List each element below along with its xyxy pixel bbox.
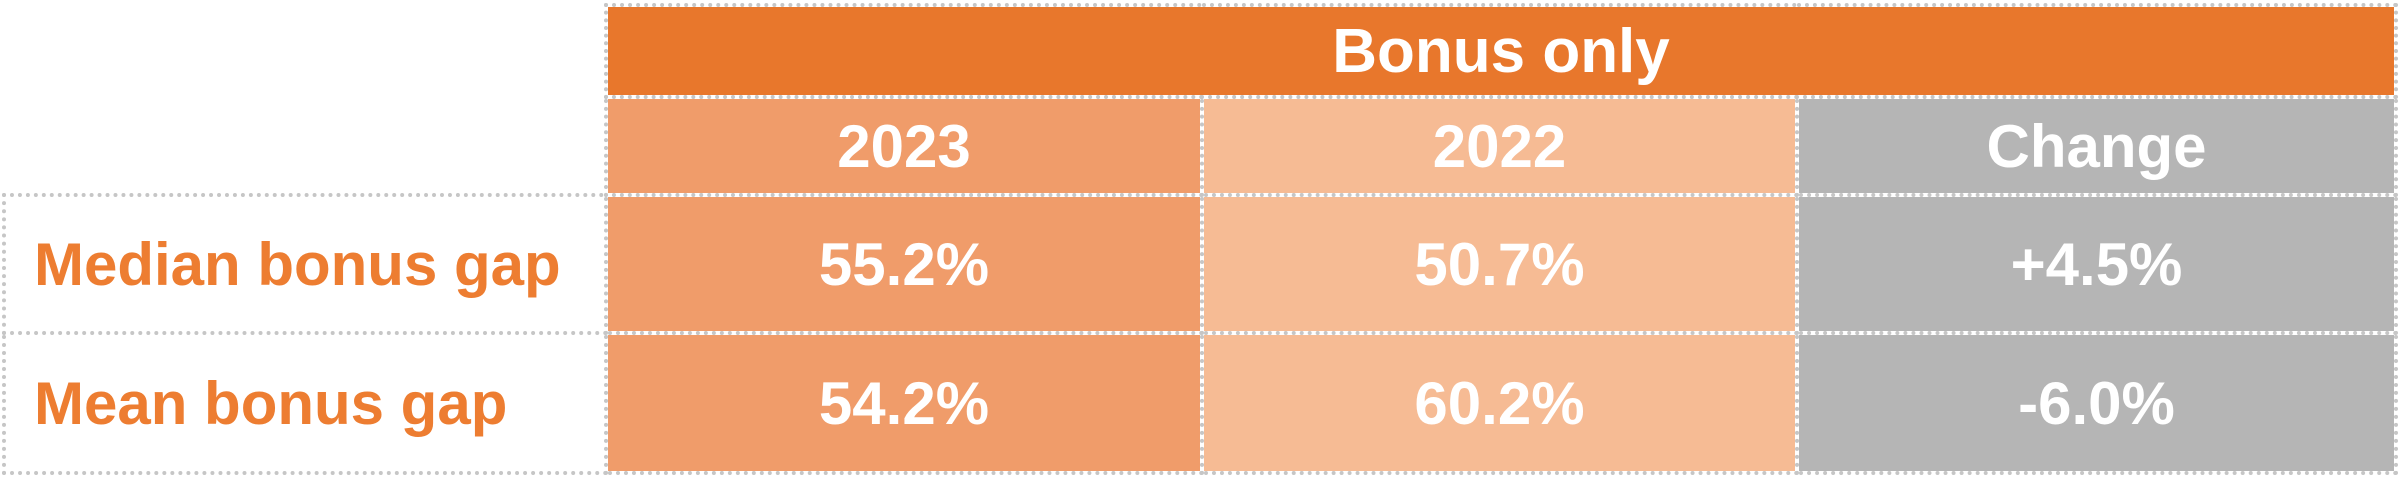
column-header-change: Change [1794, 95, 2398, 197]
row-label-median-bonus-gap: Median bonus gap [2, 193, 608, 335]
top-left-spacer-cell [4, 5, 606, 195]
median-bonus-gap-change-value: +4.5% [1794, 193, 2398, 335]
table-row-group-header: Bonus only [4, 3, 2398, 195]
group-header-cell: Bonus only [603, 3, 2398, 99]
median-bonus-gap-2022-value: 50.7% [1200, 193, 1799, 335]
table-row-column-headers: 2023 2022 Change [4, 95, 2398, 197]
bonus-gap-table: Bonus only 2023 2022 Change Median bonus… [2, 3, 2398, 475]
row-label-mean-bonus-gap: Mean bonus gap [2, 331, 608, 475]
table-row-mean-bonus-gap: Mean bonus gap 54.2% 60.2% -6.0% [2, 331, 2398, 475]
median-bonus-gap-2023-value: 55.2% [604, 193, 1204, 335]
bonus-gap-table-figure: Bonus only 2023 2022 Change Median bonus… [0, 3, 2398, 478]
column-header-2023: 2023 [604, 95, 1204, 197]
mean-bonus-gap-2023-value: 54.2% [604, 331, 1204, 475]
table-row-median-bonus-gap: Median bonus gap 55.2% 50.7% +4.5% [2, 193, 2398, 335]
mean-bonus-gap-2022-value: 60.2% [1200, 331, 1799, 475]
mean-bonus-gap-change-value: -6.0% [1794, 331, 2398, 475]
column-header-2022: 2022 [1200, 95, 1799, 197]
